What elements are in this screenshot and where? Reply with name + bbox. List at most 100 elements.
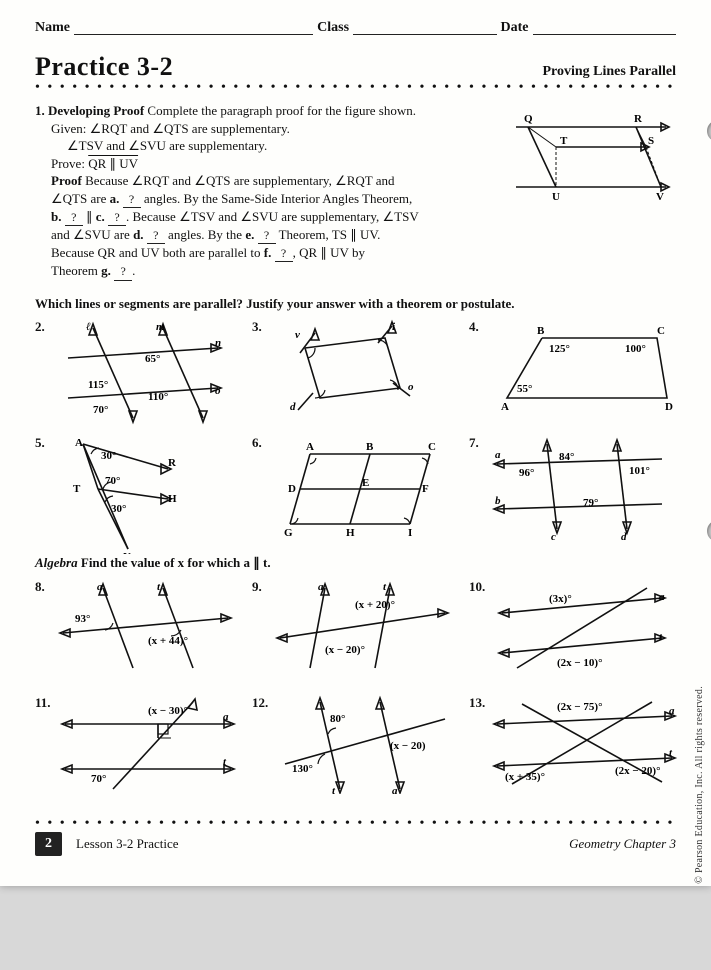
name-blank bbox=[74, 20, 313, 35]
class-label: Class bbox=[317, 20, 349, 36]
svg-text:b: b bbox=[495, 495, 501, 507]
divider-dots: • • • • • • • • • • • • • • • • • • • • … bbox=[35, 84, 676, 92]
svg-text:E: E bbox=[362, 477, 369, 489]
svg-text:100°: 100° bbox=[625, 343, 646, 355]
date-label: Date bbox=[501, 20, 529, 36]
svg-text:C: C bbox=[428, 441, 436, 453]
svg-text:30°: 30° bbox=[101, 450, 116, 462]
svg-text:a: a bbox=[495, 449, 501, 461]
svg-text:125°: 125° bbox=[549, 343, 570, 355]
date-blank bbox=[533, 20, 676, 35]
problem-10: 10. a t (3x)° (2x − 10)° bbox=[469, 578, 676, 688]
svg-text:S: S bbox=[648, 135, 654, 147]
prove-expr: QR ∥ UV bbox=[88, 156, 138, 171]
svg-text:C: C bbox=[657, 325, 665, 337]
prove-label: Prove: bbox=[51, 156, 85, 171]
svg-text:96°: 96° bbox=[519, 467, 534, 479]
svg-text:70°: 70° bbox=[93, 404, 108, 416]
svg-text:d: d bbox=[290, 401, 296, 413]
svg-text:(2x − 20)°: (2x − 20)° bbox=[615, 765, 661, 777]
problem-6: 6. A B C D E F G H I bbox=[252, 434, 459, 544]
given-label: Given: bbox=[51, 121, 86, 136]
svg-text:V: V bbox=[656, 191, 664, 203]
svg-text:Q: Q bbox=[524, 113, 533, 125]
page-title: Practice 3-2 bbox=[35, 52, 173, 82]
q1-leadrest: Complete the paragraph proof for the fig… bbox=[144, 103, 416, 118]
footer-right: Geometry Chapter 3 bbox=[569, 836, 676, 852]
svg-text:F: F bbox=[422, 483, 429, 495]
question-1: 1. Developing Proof Complete the paragra… bbox=[35, 102, 676, 281]
svg-text:ℓ: ℓ bbox=[86, 321, 91, 333]
instr-2: Which lines or segments are parallel? Ju… bbox=[35, 295, 676, 313]
class-blank bbox=[353, 20, 496, 35]
problem-12: 12. t a 80° 130° (x − 20) bbox=[252, 694, 459, 804]
proof-l1: Because ∠RQT and ∠QTS are supplementary,… bbox=[85, 173, 394, 188]
svg-text:A: A bbox=[306, 441, 314, 453]
svg-text:H: H bbox=[346, 527, 355, 539]
svg-text:84°: 84° bbox=[559, 451, 574, 463]
svg-text:55°: 55° bbox=[517, 383, 532, 395]
name-label: Name bbox=[35, 20, 70, 36]
svg-text:v: v bbox=[295, 329, 300, 341]
instr3-lead: Algebra bbox=[35, 555, 78, 570]
copyright: © Pearson Education, Inc. All rights res… bbox=[694, 686, 705, 884]
svg-text:130°: 130° bbox=[292, 763, 313, 775]
problem-5: 5. A R T H U 30° 70° 30° bbox=[35, 434, 242, 544]
svg-text:T: T bbox=[73, 483, 81, 495]
svg-text:(x + 44)°: (x + 44)° bbox=[148, 635, 188, 647]
svg-text:B: B bbox=[366, 441, 374, 453]
svg-text:(2x − 10)°: (2x − 10)° bbox=[557, 657, 603, 669]
svg-text:A: A bbox=[501, 401, 509, 413]
problem-4: 4. B C A D 55° 125° 100° bbox=[469, 318, 676, 428]
svg-text:n: n bbox=[215, 337, 221, 349]
svg-text:T: T bbox=[560, 135, 568, 147]
svg-text:U: U bbox=[123, 551, 131, 554]
problem-11: 11. a t (x − 30)° 70° bbox=[35, 694, 242, 804]
svg-text:a: a bbox=[318, 581, 324, 593]
svg-text:115°: 115° bbox=[88, 379, 108, 391]
page-subtitle: Proving Lines Parallel bbox=[542, 64, 676, 80]
svg-text:a: a bbox=[223, 711, 229, 723]
svg-text:d: d bbox=[621, 531, 627, 543]
problem-9: 9. a t (x + 20)° (x − 20)° bbox=[252, 578, 459, 688]
svg-text:70°: 70° bbox=[91, 773, 106, 785]
svg-text:D: D bbox=[665, 401, 673, 413]
svg-text:a: a bbox=[392, 785, 398, 794]
svg-text:101°: 101° bbox=[629, 465, 650, 477]
svg-text:I: I bbox=[408, 527, 412, 539]
footer-dots: • • • • • • • • • • • • • • • • • • • • … bbox=[35, 820, 676, 828]
svg-text:D: D bbox=[288, 483, 296, 495]
svg-text:a: a bbox=[659, 591, 665, 603]
footer-left: Lesson 3-2 Practice bbox=[76, 836, 179, 852]
page-number: 2 bbox=[35, 832, 62, 856]
svg-text:80°: 80° bbox=[330, 713, 345, 725]
svg-text:A: A bbox=[75, 437, 83, 449]
svg-text:o: o bbox=[215, 385, 221, 397]
svg-text:93°: 93° bbox=[75, 613, 90, 625]
svg-text:(3x)°: (3x)° bbox=[549, 593, 572, 605]
svg-text:U: U bbox=[552, 191, 560, 203]
svg-text:(x − 30)°: (x − 30)° bbox=[148, 705, 188, 717]
svg-text:B: B bbox=[537, 325, 545, 337]
svg-text:(x + 20)°: (x + 20)° bbox=[355, 599, 395, 611]
q1-num: 1. bbox=[35, 103, 45, 118]
problem-7: 7. a b c d 96° 84° 101° 79° bbox=[469, 434, 676, 544]
svg-text:c: c bbox=[551, 531, 556, 543]
header-row: Name Class Date bbox=[35, 20, 676, 36]
svg-text:(x − 20): (x − 20) bbox=[390, 740, 426, 752]
svg-text:a: a bbox=[669, 705, 675, 717]
svg-text:o: o bbox=[408, 381, 414, 393]
svg-text:H: H bbox=[168, 493, 177, 505]
q1-figure: Q R T S U V bbox=[506, 102, 676, 212]
svg-text:65°: 65° bbox=[145, 353, 160, 365]
svg-text:t: t bbox=[383, 581, 387, 593]
svg-text:(2x − 75)°: (2x − 75)° bbox=[557, 701, 603, 713]
proof-label: Proof bbox=[51, 173, 82, 188]
problem-3: 3. v i o d bbox=[252, 318, 459, 428]
problem-2: 2. ℓ m n o 65° 115° 110° 70° bbox=[35, 318, 242, 428]
svg-text:R: R bbox=[634, 113, 643, 125]
svg-text:70°: 70° bbox=[105, 475, 120, 487]
svg-text:(x + 35)°: (x + 35)° bbox=[505, 771, 545, 783]
given2: ∠TSV and ∠SVU are supplementary. bbox=[67, 138, 267, 153]
svg-text:m: m bbox=[156, 321, 165, 333]
